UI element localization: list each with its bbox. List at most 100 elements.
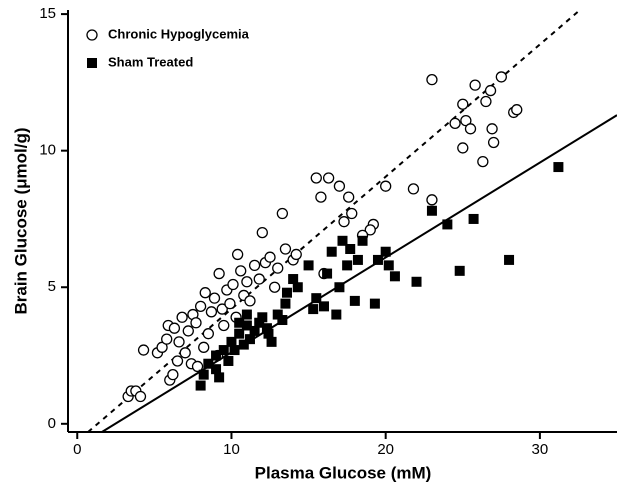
point: [198, 341, 210, 353]
point: [231, 248, 244, 261]
point: [198, 369, 209, 380]
point: [235, 265, 247, 277]
point: [349, 295, 360, 306]
point: [176, 311, 188, 323]
point: [334, 282, 345, 293]
point: [173, 336, 185, 348]
point: [256, 226, 268, 239]
point: [244, 334, 255, 345]
point: [263, 328, 274, 339]
point: [238, 339, 249, 350]
point: [257, 312, 268, 323]
point: [449, 117, 461, 130]
point: [224, 297, 236, 310]
point: [464, 123, 477, 135]
point: [345, 243, 356, 254]
point: [333, 180, 346, 192]
point: [161, 333, 173, 345]
point: [331, 309, 342, 320]
point: [411, 276, 422, 287]
legend-marker: [86, 29, 98, 41]
fit-line: [101, 114, 617, 432]
point: [372, 254, 383, 265]
point: [182, 325, 194, 337]
point: [211, 364, 222, 375]
y-tick-label: 10: [39, 142, 56, 159]
point: [248, 259, 261, 272]
point: [426, 205, 437, 216]
point: [216, 303, 228, 315]
point: [486, 123, 498, 135]
fit-line: [87, 10, 581, 432]
point: [171, 355, 184, 367]
point: [234, 328, 245, 339]
point: [495, 71, 507, 83]
plot-area: [87, 10, 617, 432]
point: [315, 191, 327, 203]
point: [426, 194, 438, 206]
point: [226, 336, 237, 347]
x-tick-label: 0: [73, 441, 81, 458]
point: [195, 380, 206, 391]
point: [380, 180, 392, 192]
point: [208, 292, 221, 304]
point: [191, 360, 204, 373]
point: [218, 345, 229, 356]
point: [241, 309, 252, 320]
point: [281, 287, 292, 298]
point: [234, 317, 245, 328]
point: [477, 155, 489, 168]
point: [468, 213, 479, 224]
point: [229, 345, 240, 356]
point: [487, 136, 500, 149]
legend-label: Sham Treated: [108, 54, 193, 69]
point: [308, 304, 319, 315]
point: [253, 273, 265, 285]
y-axis-label: Brain Glucose (μmol/g): [11, 127, 30, 314]
point: [352, 254, 363, 265]
point: [223, 355, 234, 366]
point: [213, 267, 225, 280]
point: [211, 350, 222, 361]
point: [134, 390, 147, 403]
point: [268, 281, 281, 293]
point: [504, 254, 515, 265]
point: [511, 104, 523, 116]
point: [364, 224, 376, 236]
point: [480, 95, 492, 108]
point: [277, 315, 288, 326]
point: [369, 298, 380, 309]
point: [337, 235, 348, 246]
point: [218, 319, 230, 332]
point: [190, 317, 202, 329]
point: [343, 191, 355, 203]
point: [205, 306, 218, 318]
point: [137, 344, 150, 356]
legend-label: Chronic Hypoglycemia: [108, 26, 250, 41]
point: [469, 79, 481, 91]
point: [194, 300, 207, 313]
point: [266, 336, 277, 347]
point: [338, 216, 350, 228]
point: [167, 368, 179, 381]
point: [288, 274, 299, 285]
point: [357, 235, 368, 246]
point: [303, 260, 314, 271]
point: [249, 325, 260, 336]
point: [484, 84, 497, 97]
point: [383, 260, 394, 271]
point: [457, 142, 469, 154]
point: [426, 74, 438, 86]
point: [214, 372, 225, 383]
point: [203, 358, 214, 369]
point: [389, 271, 400, 282]
x-tick-label: 20: [377, 441, 394, 458]
point: [380, 246, 391, 257]
point: [553, 162, 564, 173]
point: [254, 317, 265, 328]
point: [310, 172, 322, 184]
point: [241, 276, 253, 288]
x-axis-label: Plasma Glucose (mM): [255, 463, 432, 482]
x-tick-label: 10: [223, 441, 240, 458]
point: [276, 207, 289, 220]
